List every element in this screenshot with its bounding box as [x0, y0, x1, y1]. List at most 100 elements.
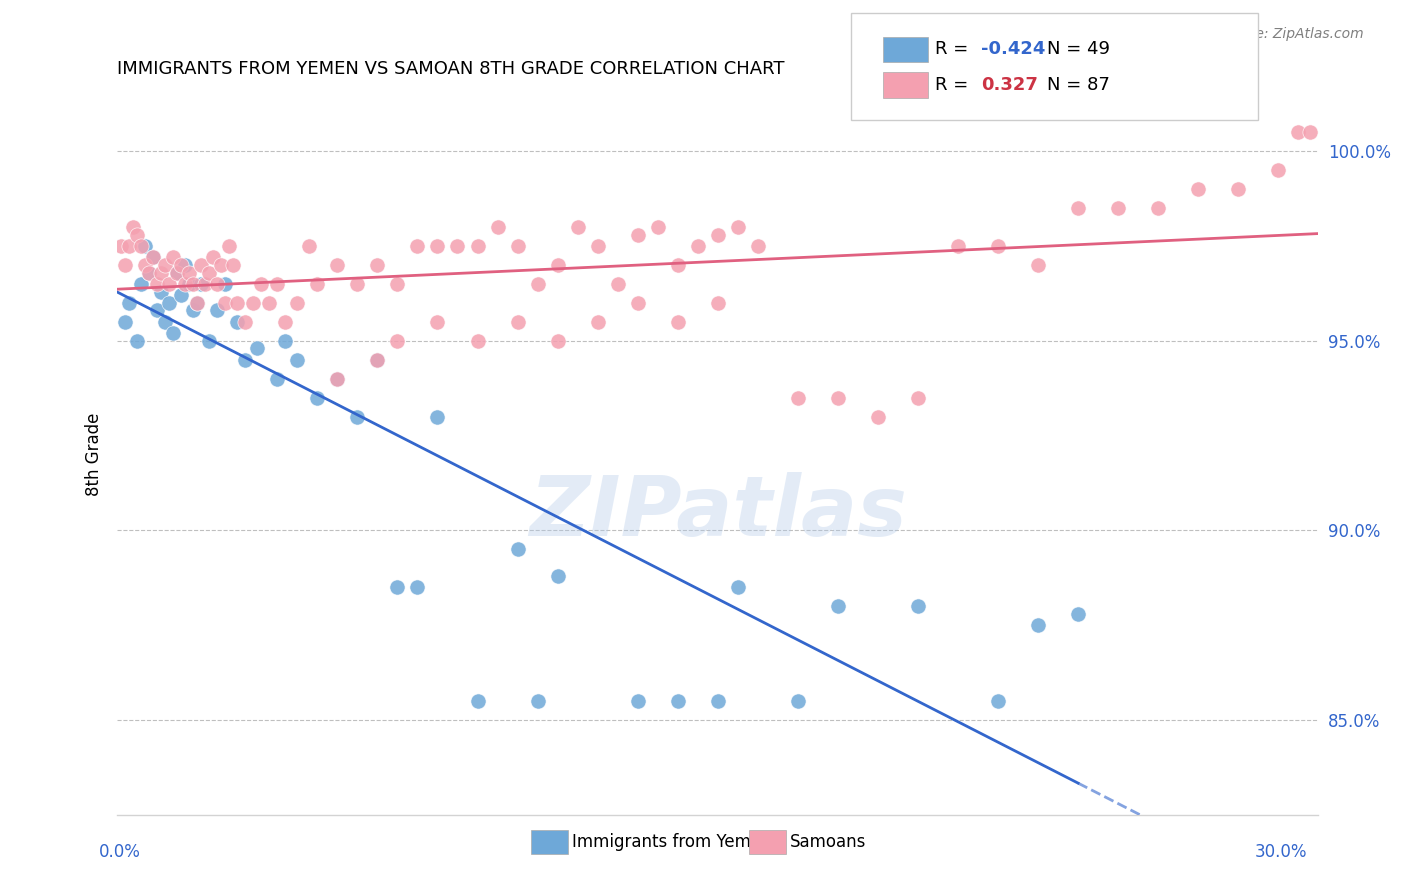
Point: [686, 239, 709, 253]
Point: [526, 277, 548, 291]
Point: [170, 258, 193, 272]
Point: [127, 334, 149, 348]
Point: [1026, 618, 1049, 632]
Y-axis label: 8th Grade: 8th Grade: [86, 413, 103, 496]
Point: [157, 277, 180, 291]
Point: [706, 227, 728, 242]
Point: [226, 315, 249, 329]
Point: [218, 239, 240, 253]
Point: [426, 409, 449, 424]
Point: [647, 220, 669, 235]
Point: [666, 694, 689, 708]
Point: [202, 251, 225, 265]
Point: [114, 315, 136, 329]
Point: [1267, 163, 1289, 178]
Point: [138, 266, 160, 280]
Point: [266, 277, 288, 291]
Point: [214, 277, 236, 291]
Point: [387, 277, 409, 291]
Point: [110, 239, 132, 253]
Point: [146, 303, 169, 318]
Point: [127, 227, 149, 242]
Point: [142, 251, 165, 265]
Point: [285, 296, 308, 310]
Point: [406, 239, 429, 253]
Point: [326, 372, 349, 386]
Point: [166, 266, 188, 280]
Point: [233, 352, 256, 367]
Point: [946, 239, 969, 253]
Point: [274, 315, 297, 329]
Point: [186, 296, 208, 310]
Point: [274, 334, 297, 348]
Point: [446, 239, 468, 253]
Point: [506, 239, 529, 253]
Point: [207, 303, 229, 318]
Point: [155, 258, 177, 272]
Point: [181, 303, 204, 318]
Point: [706, 296, 728, 310]
Point: [129, 277, 152, 291]
Point: [706, 694, 728, 708]
Point: [627, 296, 650, 310]
Point: [150, 266, 173, 280]
Point: [987, 239, 1010, 253]
Point: [467, 334, 489, 348]
Point: [134, 239, 156, 253]
Point: [209, 258, 232, 272]
Point: [786, 694, 808, 708]
Point: [366, 352, 388, 367]
Text: Immigrants from Yemen: Immigrants from Yemen: [572, 833, 772, 851]
Point: [1299, 125, 1322, 139]
Point: [526, 694, 548, 708]
Point: [118, 296, 141, 310]
Point: [866, 409, 889, 424]
Point: [146, 277, 169, 291]
Point: [426, 315, 449, 329]
Point: [786, 391, 808, 405]
Point: [1026, 258, 1049, 272]
Point: [666, 315, 689, 329]
Point: [174, 258, 197, 272]
Point: [194, 277, 217, 291]
Point: [179, 266, 201, 280]
Point: [242, 296, 264, 310]
Point: [827, 599, 849, 613]
Point: [307, 391, 329, 405]
Point: [226, 296, 249, 310]
Point: [174, 277, 197, 291]
Point: [162, 326, 184, 341]
Point: [326, 258, 349, 272]
Point: [486, 220, 509, 235]
Point: [907, 391, 929, 405]
Point: [170, 288, 193, 302]
Point: [1067, 201, 1090, 215]
Point: [346, 277, 368, 291]
Point: [567, 220, 589, 235]
Point: [1227, 182, 1250, 196]
Point: [1067, 607, 1090, 621]
Point: [134, 258, 156, 272]
Point: [285, 352, 308, 367]
Point: [1286, 125, 1309, 139]
Point: [150, 285, 173, 299]
Point: [467, 694, 489, 708]
Point: [186, 296, 208, 310]
Point: [1107, 201, 1129, 215]
Point: [907, 599, 929, 613]
Point: [118, 239, 141, 253]
Point: [166, 266, 188, 280]
Point: [266, 372, 288, 386]
Point: [190, 258, 212, 272]
Point: [387, 580, 409, 594]
Point: [987, 694, 1010, 708]
Point: [346, 409, 368, 424]
Point: [366, 258, 388, 272]
Text: 0.0%: 0.0%: [98, 843, 141, 861]
Point: [326, 372, 349, 386]
Point: [122, 220, 145, 235]
Point: [157, 296, 180, 310]
Point: [366, 352, 388, 367]
Text: IMMIGRANTS FROM YEMEN VS SAMOAN 8TH GRADE CORRELATION CHART: IMMIGRANTS FROM YEMEN VS SAMOAN 8TH GRAD…: [117, 60, 785, 78]
Point: [162, 251, 184, 265]
